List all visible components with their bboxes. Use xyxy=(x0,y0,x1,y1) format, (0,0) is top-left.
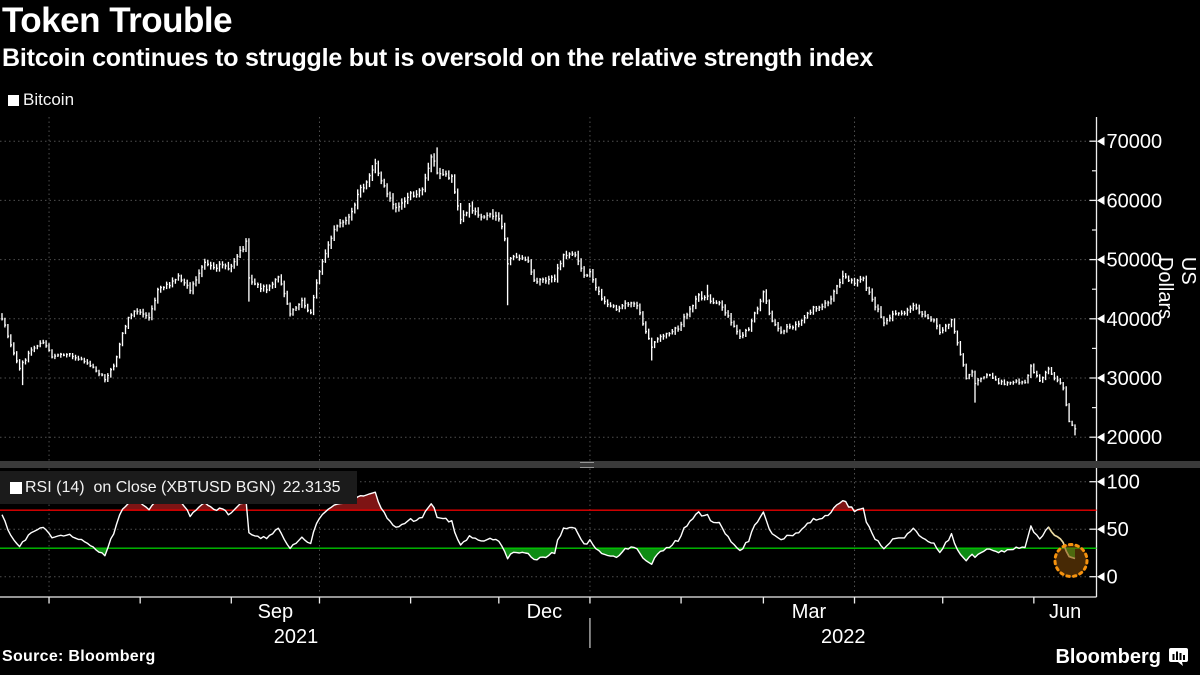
panel-separator[interactable] xyxy=(0,461,1200,468)
rsi-legend-swatch xyxy=(10,481,22,494)
bitcoin-hlc-bars xyxy=(1,147,1077,436)
price-legend-label: Bitcoin xyxy=(23,90,75,109)
rsi-tick-label: 100 xyxy=(1107,472,1140,494)
rsi-oversold-fill xyxy=(94,548,1075,565)
year-label: 2022 xyxy=(821,626,866,648)
bitcoin-price-series xyxy=(1,147,1077,436)
year-label: 2021 xyxy=(274,626,319,648)
month-label: Jun xyxy=(1049,601,1081,623)
axis-tick-arrow-icon xyxy=(1097,432,1105,442)
gridlines xyxy=(0,117,1097,593)
page-title: Token Trouble xyxy=(2,1,233,40)
rsi-legend-label: RSI (14) on Close (XBTUSD BGN) xyxy=(25,478,276,496)
price-tick-label: 70000 xyxy=(1107,131,1163,153)
axis-tick-arrow-icon xyxy=(1097,195,1105,205)
bloomberg-logo: Bloomberg xyxy=(1055,646,1188,669)
oversold-highlight xyxy=(1053,543,1089,578)
rsi-tick-label: 0 xyxy=(1107,567,1118,589)
rsi-current-value: 22.3135 xyxy=(282,478,341,496)
month-label: Dec xyxy=(527,601,563,623)
bloomberg-terminal-icon xyxy=(1169,648,1188,666)
price-tick-label: 30000 xyxy=(1107,368,1163,390)
rsi-threshold-fills xyxy=(0,492,1097,565)
page-subtitle: Bitcoin continues to struggle but is ove… xyxy=(2,44,874,72)
month-label: Sep xyxy=(258,601,294,623)
panel-resize-handle-icon[interactable] xyxy=(580,462,594,468)
bloomberg-wordmark: Bloomberg xyxy=(1055,646,1161,668)
rsi-tick-label: 50 xyxy=(1107,519,1129,541)
price-tick-label: 50000 xyxy=(1107,250,1163,272)
axis-labels: 70000 60000 50000 40000 30000 20000 100 50 0 Sep D… xyxy=(258,131,1163,648)
price-legend-swatch xyxy=(8,94,19,106)
month-label: Mar xyxy=(792,601,827,623)
source-label: Source: Bloomberg xyxy=(2,648,156,665)
price-tick-label: 60000 xyxy=(1107,190,1163,212)
axis-tick-arrow-icon xyxy=(1097,524,1105,534)
axis-tick-arrow-icon xyxy=(1097,255,1105,265)
axis-tick-arrow-icon xyxy=(1097,373,1105,383)
axes xyxy=(0,117,1105,648)
price-tick-label: 20000 xyxy=(1107,427,1163,449)
axis-tick-arrow-icon xyxy=(1097,572,1105,582)
price-tick-label: 40000 xyxy=(1107,309,1163,331)
axis-tick-arrow-icon xyxy=(1097,477,1105,487)
axis-tick-arrow-icon xyxy=(1097,314,1105,324)
price-legend: Bitcoin xyxy=(8,90,74,110)
axis-tick-arrow-icon xyxy=(1097,136,1105,146)
rsi-legend: RSI (14) on Close (XBTUSD BGN) 22.3135 xyxy=(0,471,357,504)
price-axis-title: US Dollars xyxy=(1154,256,1199,320)
oversold-highlight-circle xyxy=(1053,543,1089,578)
